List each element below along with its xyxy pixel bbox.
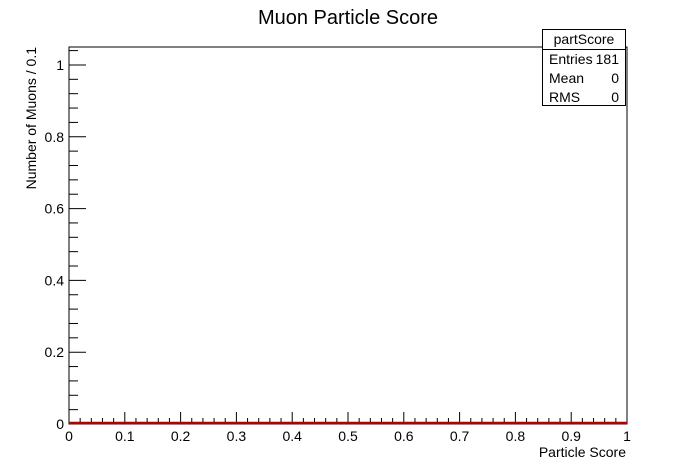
x-tick-label: 0.1	[115, 428, 135, 444]
x-tick-label: 0	[65, 428, 73, 444]
stats-entries-label: Entries	[549, 51, 593, 67]
x-tick-label: 1	[623, 428, 631, 444]
stats-row-mean: Mean 0	[543, 69, 625, 88]
stats-box: partScore Entries 181 Mean 0 RMS 0	[542, 29, 626, 106]
x-tick-label: 0.9	[561, 428, 581, 444]
x-tick-label: 0.6	[394, 428, 414, 444]
x-tick-label: 0.5	[338, 428, 358, 444]
stats-entries-value: 181	[595, 51, 619, 67]
x-tick-label: 0.4	[282, 428, 302, 444]
y-tick-label: 1	[56, 57, 64, 73]
y-tick-label: 0	[56, 416, 64, 432]
y-tick-label: 0.2	[45, 344, 65, 360]
stats-title: partScore	[543, 30, 625, 50]
y-tick-label: 0.6	[45, 201, 65, 217]
stats-rms-label: RMS	[549, 89, 581, 105]
stats-rms-value: 0	[611, 89, 619, 105]
y-tick-label: 0.8	[45, 129, 65, 145]
chart-title: Muon Particle Score	[258, 7, 438, 29]
x-tick-label: 0.3	[227, 428, 247, 444]
y-tick-label: 0.4	[45, 272, 65, 288]
stats-row-rms: RMS 0	[543, 88, 625, 107]
y-axis-label: Number of Muons / 0.1	[23, 47, 39, 190]
x-axis-label: Particle Score	[539, 444, 626, 460]
stats-mean-value: 0	[611, 70, 619, 86]
stats-row-entries: Entries 181	[543, 50, 625, 69]
x-tick-label: 0.8	[506, 428, 526, 444]
x-tick-label: 0.7	[450, 428, 470, 444]
x-tick-label: 0.2	[171, 428, 191, 444]
stats-mean-label: Mean	[549, 70, 585, 86]
